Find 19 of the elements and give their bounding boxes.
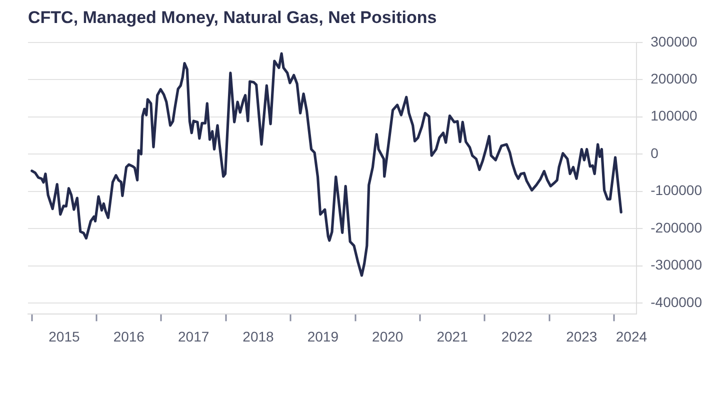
y-tick-label: 100000 (650, 108, 698, 124)
chart-title: CFTC, Managed Money, Natural Gas, Net Positions (28, 8, 437, 27)
y-tick-label: -300000 (650, 256, 702, 273)
y-tick-label: 300000 (650, 33, 698, 50)
x-tick-label: 2023 (566, 328, 598, 344)
x-tick-label: 2015 (48, 328, 80, 344)
x-tick-label: 2017 (178, 328, 210, 344)
x-tick-label: 2016 (113, 328, 145, 344)
y-tick-label: -100000 (650, 182, 702, 198)
x-tick-label: 2020 (372, 328, 404, 344)
y-tick-label: 200000 (650, 70, 698, 86)
y-tick-label: 0 (650, 144, 659, 161)
x-tick-label: 2019 (307, 328, 339, 344)
x-tick-label: 2024 (616, 328, 648, 344)
y-tick-label: -200000 (650, 219, 702, 236)
y-tick-label: -400000 (650, 294, 702, 310)
x-tick-label: 2018 (242, 328, 274, 344)
x-tick-label: 2022 (501, 328, 533, 344)
x-tick-label: 2021 (436, 328, 468, 344)
